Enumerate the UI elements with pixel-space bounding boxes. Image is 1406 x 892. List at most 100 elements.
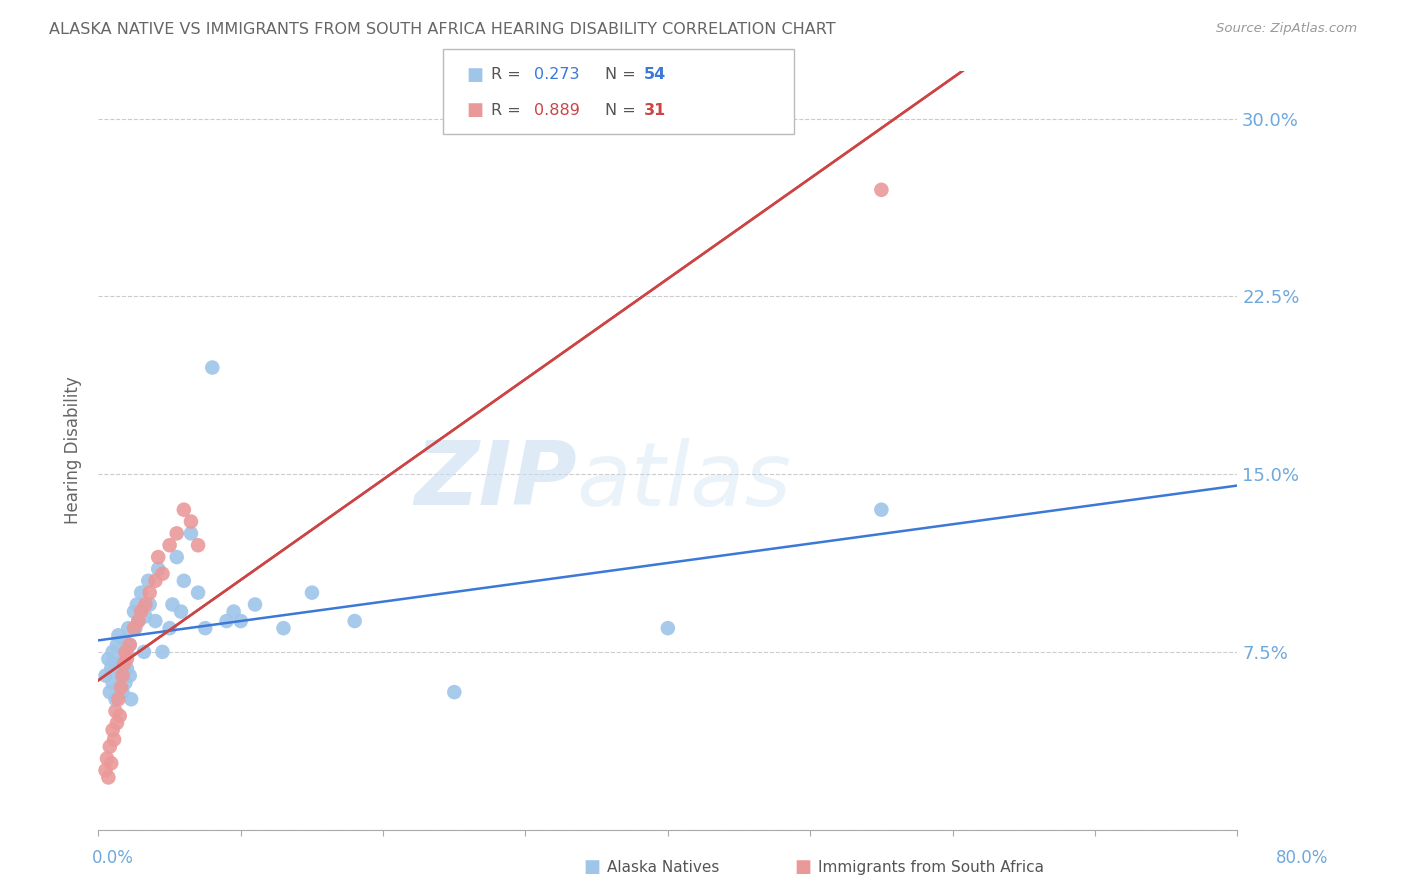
- Text: ■: ■: [467, 66, 484, 84]
- Point: [194, 621, 217, 635]
- Text: 54: 54: [644, 67, 666, 82]
- Text: 80.0%: 80.0%: [1277, 849, 1329, 867]
- Point: [108, 708, 131, 723]
- Point: [180, 526, 202, 541]
- Text: ALASKA NATIVE VS IMMIGRANTS FROM SOUTH AFRICA HEARING DISABILITY CORRELATION CHA: ALASKA NATIVE VS IMMIGRANTS FROM SOUTH A…: [49, 22, 835, 37]
- Text: N =: N =: [605, 103, 641, 118]
- Point: [129, 605, 152, 619]
- Text: R =: R =: [491, 67, 526, 82]
- Text: 0.889: 0.889: [534, 103, 581, 118]
- Point: [173, 502, 195, 516]
- Text: ■: ■: [583, 858, 600, 876]
- Point: [152, 566, 174, 581]
- Point: [117, 621, 139, 635]
- Point: [145, 574, 167, 588]
- Text: ■: ■: [794, 858, 811, 876]
- Point: [112, 633, 135, 648]
- Point: [118, 638, 141, 652]
- Point: [229, 614, 252, 628]
- Point: [103, 732, 125, 747]
- Point: [94, 764, 117, 778]
- Point: [166, 550, 188, 565]
- Point: [145, 614, 167, 628]
- Text: R =: R =: [491, 103, 526, 118]
- Text: Alaska Natives: Alaska Natives: [607, 860, 720, 874]
- Point: [108, 681, 131, 695]
- Text: ZIP: ZIP: [413, 437, 576, 524]
- Point: [273, 621, 295, 635]
- Point: [118, 638, 141, 652]
- Point: [101, 645, 124, 659]
- Point: [110, 668, 132, 682]
- Point: [301, 585, 323, 599]
- Point: [215, 614, 238, 628]
- Point: [101, 675, 124, 690]
- Point: [148, 562, 170, 576]
- Point: [115, 645, 138, 659]
- Point: [118, 668, 141, 682]
- Text: Immigrants from South Africa: Immigrants from South Africa: [818, 860, 1045, 874]
- Point: [112, 657, 135, 671]
- Point: [120, 692, 142, 706]
- Point: [162, 598, 184, 612]
- Point: [187, 585, 209, 599]
- Point: [101, 723, 124, 737]
- Point: [122, 621, 145, 635]
- Point: [170, 605, 193, 619]
- Point: [111, 685, 134, 699]
- Point: [343, 614, 366, 628]
- Point: [107, 628, 129, 642]
- Point: [97, 771, 120, 785]
- Point: [104, 692, 127, 706]
- Text: N =: N =: [605, 67, 641, 82]
- Point: [125, 598, 148, 612]
- Point: [173, 574, 195, 588]
- Point: [111, 668, 134, 682]
- Point: [243, 598, 266, 612]
- Point: [110, 681, 132, 695]
- Point: [187, 538, 209, 552]
- Point: [222, 605, 245, 619]
- Point: [105, 638, 128, 652]
- Text: 31: 31: [644, 103, 666, 118]
- Point: [114, 675, 136, 690]
- Point: [127, 614, 149, 628]
- Point: [98, 685, 121, 699]
- Point: [96, 751, 118, 765]
- Point: [97, 652, 120, 666]
- Point: [104, 704, 127, 718]
- Point: [870, 183, 893, 197]
- Point: [129, 585, 152, 599]
- Point: [657, 621, 679, 635]
- Point: [201, 360, 224, 375]
- Point: [134, 609, 156, 624]
- Point: [100, 756, 122, 771]
- Point: [107, 692, 129, 706]
- Point: [114, 645, 136, 659]
- Point: [127, 614, 149, 628]
- Point: [115, 652, 138, 666]
- Point: [148, 550, 170, 565]
- Text: ■: ■: [467, 102, 484, 120]
- Point: [122, 605, 145, 619]
- Point: [159, 621, 181, 635]
- Point: [870, 502, 893, 516]
- Point: [100, 661, 122, 675]
- Point: [98, 739, 121, 754]
- Point: [124, 621, 146, 635]
- Point: [138, 598, 160, 612]
- Point: [101, 657, 124, 671]
- Point: [132, 645, 155, 659]
- Point: [94, 668, 117, 682]
- Point: [138, 585, 160, 599]
- Point: [443, 685, 465, 699]
- Point: [136, 574, 159, 588]
- Y-axis label: Hearing Disability: Hearing Disability: [65, 376, 83, 524]
- Point: [108, 657, 131, 671]
- Point: [115, 661, 138, 675]
- Point: [134, 598, 156, 612]
- Text: atlas: atlas: [576, 438, 792, 524]
- Text: 0.273: 0.273: [534, 67, 579, 82]
- Point: [159, 538, 181, 552]
- Point: [180, 515, 202, 529]
